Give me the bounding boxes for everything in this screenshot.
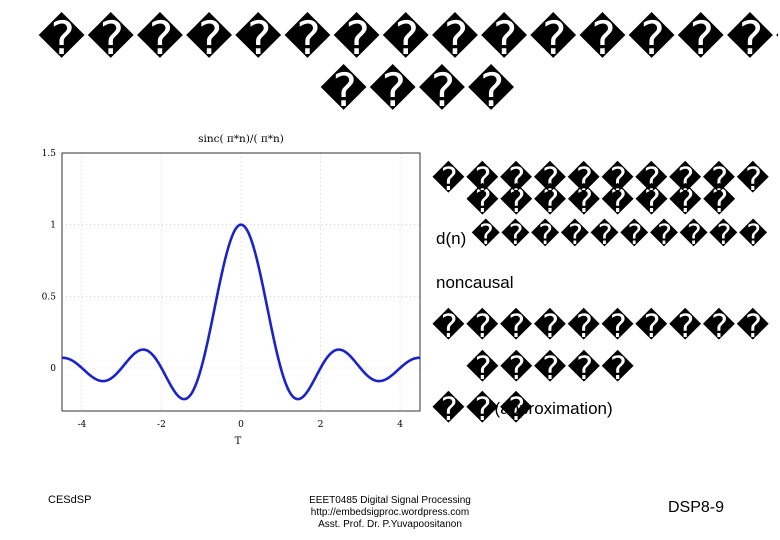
sinc-curve [61,223,421,401]
slide-title: ������������������ ���� [38,12,778,116]
bullet-1-line-1: ���������� [432,160,771,198]
x-tick-label: 4 [397,420,403,430]
title-line-2: ���� [320,63,517,116]
bullet-4-line-2: ����� [466,349,636,387]
bullet-4-line-1: ���������� [432,307,771,345]
bullet-2-prefix: d(n) [436,229,467,248]
footer-left: CESdSP [48,494,92,506]
chart-grid [62,152,420,411]
bullet-3: noncausal [436,273,514,292]
x-axis-label: T [235,436,242,445]
y-tick-label: 0 [50,364,56,374]
sinc-chart: -4 -2 0 2 4 0 0.5 1 1.5 sinc( π*n)/( π*n) T [42,133,421,445]
bullet-2-suffix: ���������� [471,218,769,251]
y-tick-label: 1.5 [42,149,57,159]
chart-ticks: -4 -2 0 2 4 0 0.5 1 1.5 [42,149,404,430]
y-tick-label: 1 [50,221,56,231]
y-tick-label: 0.5 [42,292,57,302]
bullet-4-approximation: (approximation) [494,399,613,418]
footer-url: http://embedsigproc.wordpress.com [310,507,470,518]
footer-course: EEET0485 Digital Signal Processing [309,495,471,506]
chart-title: sinc( π*n)/( π*n) [198,133,284,145]
title-line-1: ������������������ [38,12,778,65]
x-tick-label: 0 [238,420,244,430]
footer-instructor: Asst. Prof. Dr. P.Yuvapoositanon [318,519,462,530]
plot-frame [61,152,421,412]
x-tick-label: -2 [157,420,166,430]
footer-page: DSP8-9 [668,499,725,516]
bullet-2: d(n) ���������� [436,218,778,251]
footer-center: EEET0485 Digital Signal Processing http:… [270,495,510,531]
bullet-1-line-2: �������� [466,182,737,220]
bullet-4-line-3: ��� (approximation) [432,390,613,428]
bullet-4-glyphs: ��� [432,390,534,428]
x-tick-label: 2 [318,420,324,430]
x-tick-label: -4 [77,420,86,430]
